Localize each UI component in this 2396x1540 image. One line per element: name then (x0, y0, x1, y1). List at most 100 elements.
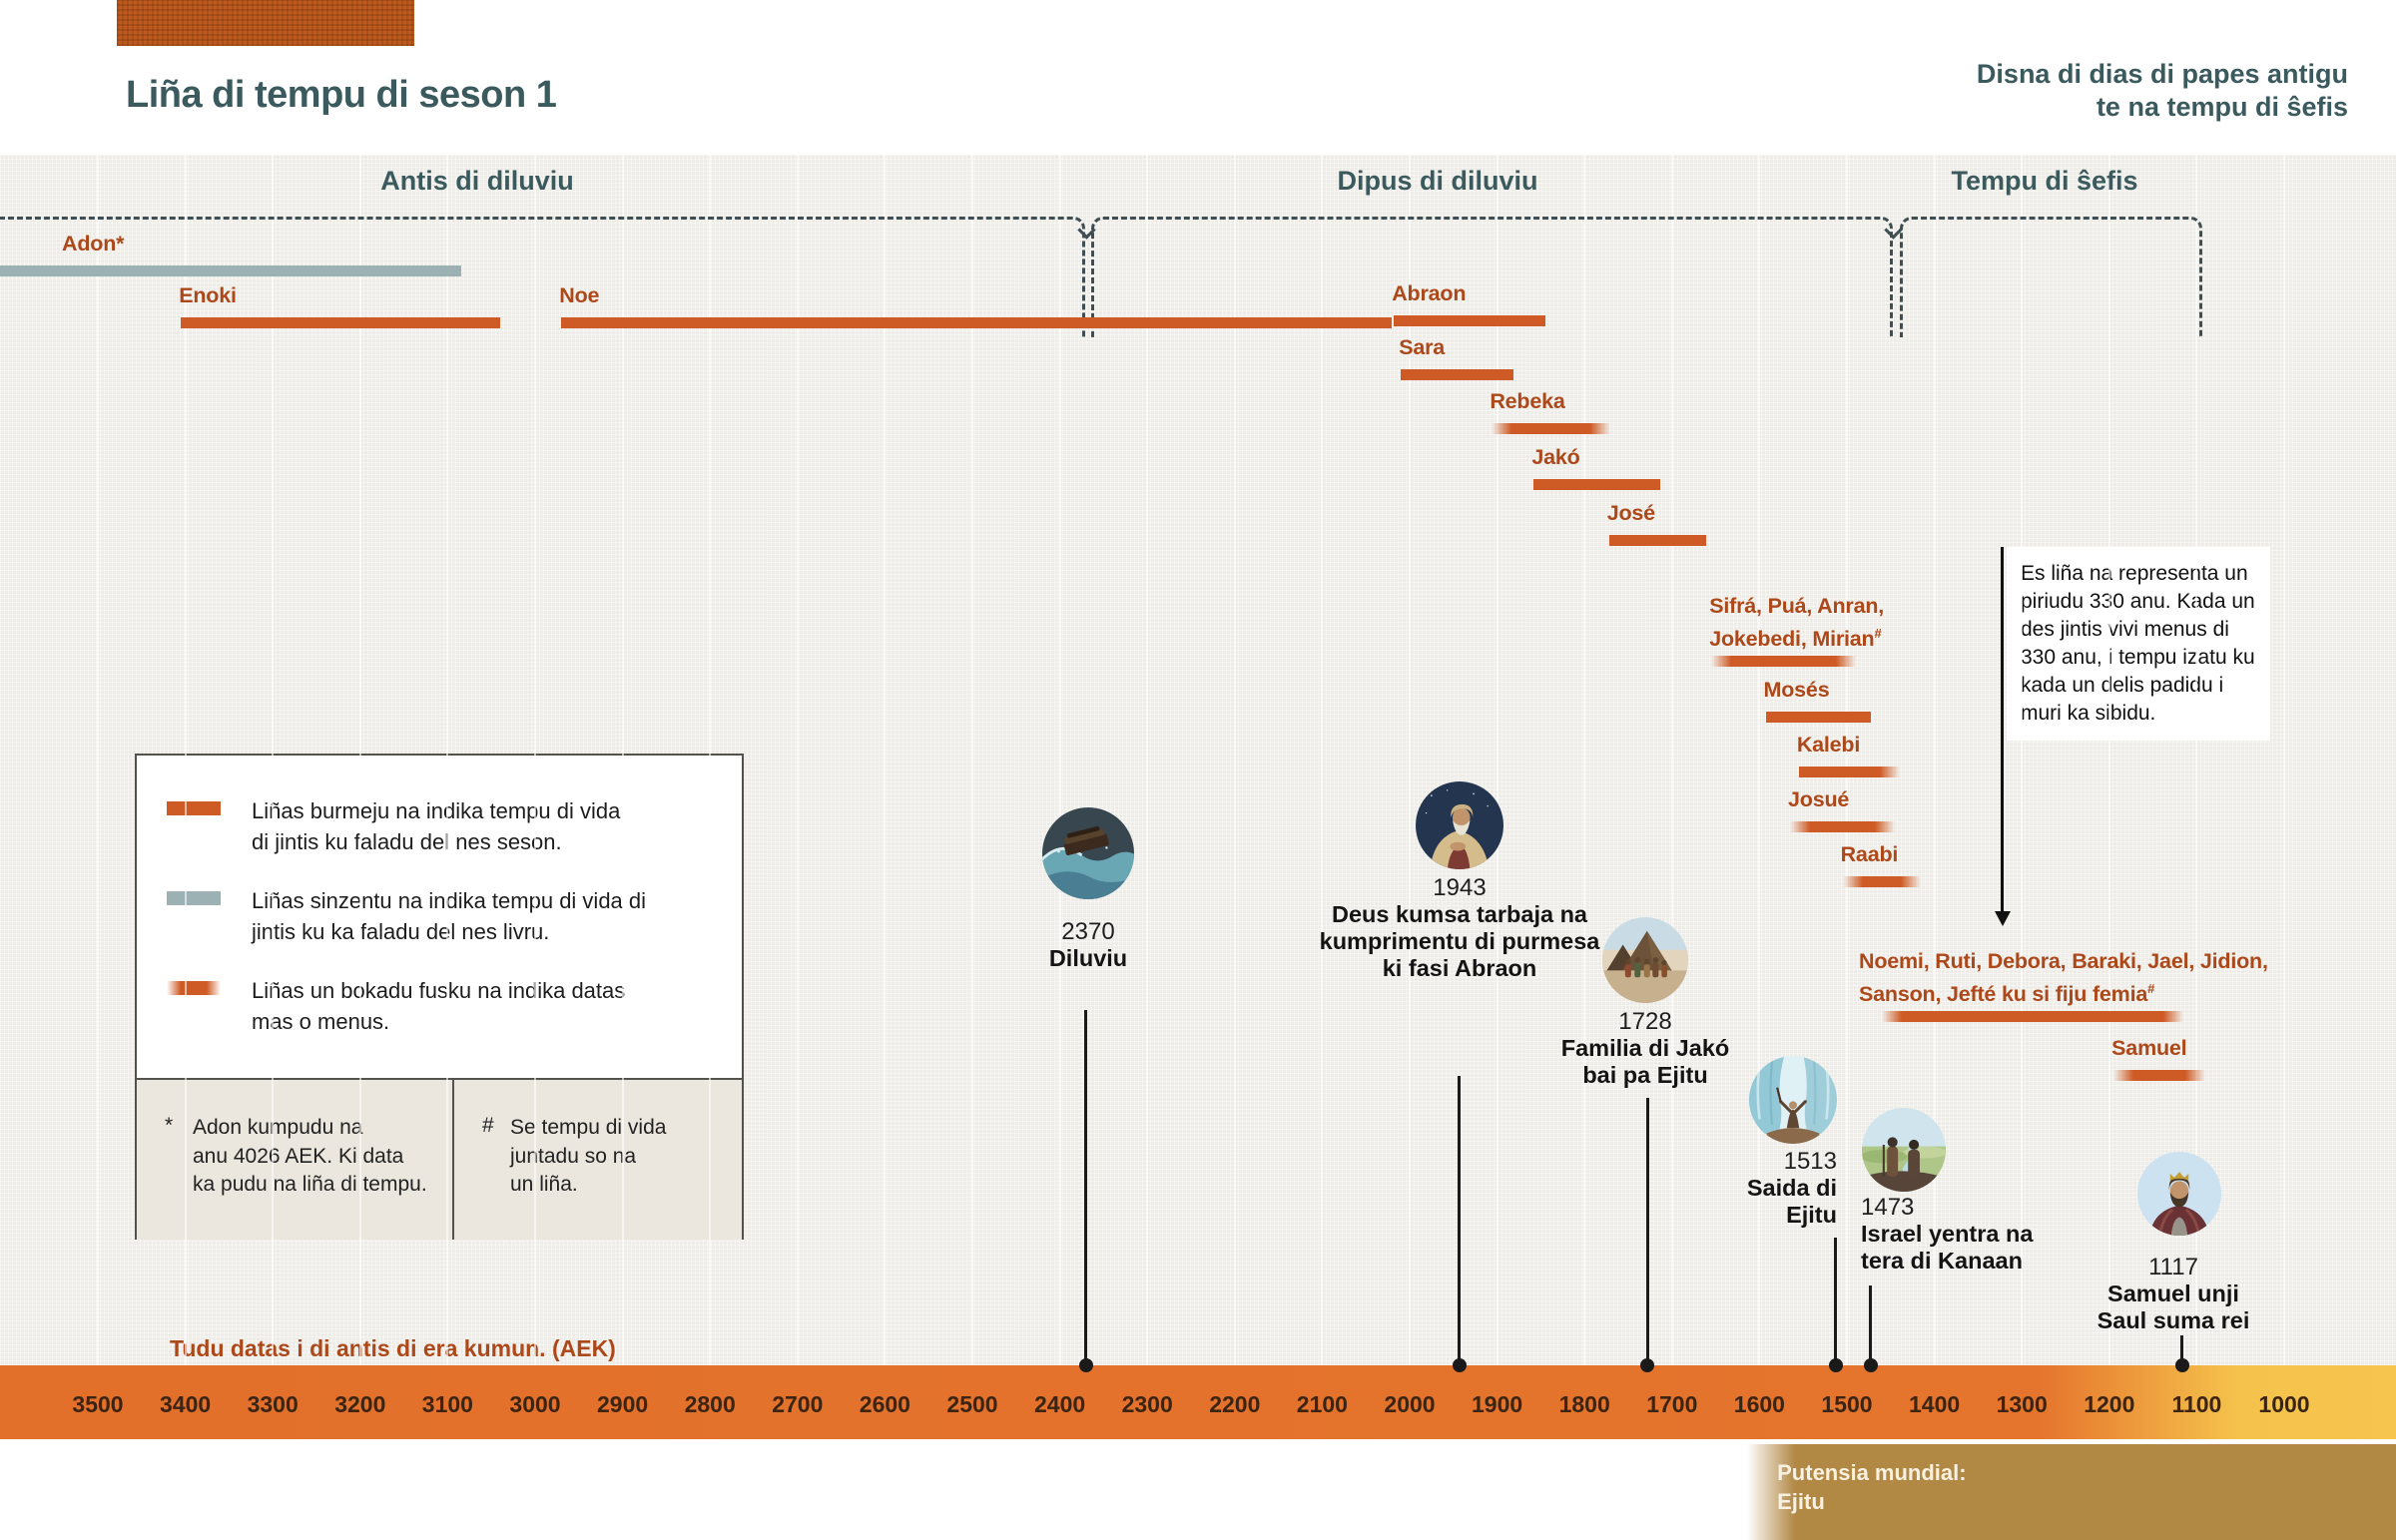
legend-swatch-orange-fade (167, 981, 221, 995)
event-connector-line (1834, 1238, 1838, 1365)
legend-item: Liñas sinzentu na indika tempu di vida d… (167, 885, 646, 947)
person-label: Rebeka (1490, 389, 1565, 413)
event-description: Familia di Jakó (1560, 1035, 1730, 1061)
event-date: 1943 (1433, 874, 1487, 901)
person-bar (1492, 423, 1610, 434)
event-date: 2370 (1061, 918, 1115, 945)
period-bracket (0, 217, 1086, 337)
person-bar (561, 317, 1392, 328)
legend-swatch-orange (167, 801, 221, 815)
century-gridline (1146, 155, 1149, 1365)
legend-text: Liñas sinzentu na indika tempu di vida d… (252, 888, 647, 944)
axis-tick-label: 1900 (1472, 1391, 1523, 1417)
footnote-text: Se tempu di vida juntadu so na un liña. (510, 1116, 667, 1196)
century-gridline (1058, 155, 1061, 1365)
person-label: Adon* (62, 232, 125, 256)
person-label: Sifrá, Puá, Anran, Jokebedi, Mirian# (1709, 594, 1885, 652)
callout-arrow-line (2001, 547, 2004, 912)
person-label: Sara (1399, 335, 1446, 359)
axis-tick-label: 1500 (1821, 1391, 1873, 1417)
event-description: tera di Kanaan (1861, 1248, 2023, 1274)
axis-tick-label: 1100 (2171, 1391, 2222, 1417)
person-bar (1533, 479, 1661, 490)
axis-tick-label: 1200 (2084, 1391, 2135, 1417)
period-label: Tempu di ŝefis (1951, 166, 2138, 196)
person-label: Enoki (179, 283, 237, 307)
event-label: 1117 Samuel unji Saul suma rei (2097, 1254, 2250, 1334)
person-label: Josué (1788, 787, 1850, 811)
century-gridline (2107, 155, 2110, 1365)
event-label: 1473 Israel yentra na tera di Kanaan (1861, 1194, 2033, 1275)
saul-king-icon (2137, 1152, 2221, 1236)
person-label: Raabi (1840, 842, 1899, 866)
century-gridline (1409, 155, 1411, 1365)
event-description: Diluviu (1048, 945, 1128, 971)
event-dot (1078, 1358, 1093, 1372)
century-gridline (971, 155, 973, 1365)
event-dot (1828, 1358, 1843, 1372)
person-label: Kalebi (1796, 733, 1861, 757)
footnote-cell: # Se tempu di vida juntadu so na un liña. (454, 1080, 676, 1240)
century-gridline (1583, 155, 1586, 1365)
century-gridline (709, 155, 712, 1365)
event-connector-line (1458, 1076, 1462, 1365)
axis-tick-label: 1400 (1909, 1391, 1961, 1417)
event-date: 1513 (1783, 1148, 1837, 1175)
period-label: Dipus di diluviu (1337, 166, 1538, 196)
axis-tick-label: 3300 (247, 1391, 299, 1417)
person-bar (1401, 369, 1514, 380)
person-label: Jakó (1531, 445, 1580, 469)
legend-item: Liñas un bokadu fusku na indika datas mas… (167, 975, 625, 1037)
axis-tick-label: 2000 (1384, 1391, 1436, 1417)
person-bar (0, 265, 461, 276)
event-description: ki fasi Abraon (1382, 955, 1537, 981)
century-gridline (97, 155, 99, 1365)
century-gridline (1933, 155, 1936, 1365)
axis-tick-label: 1600 (1733, 1391, 1785, 1417)
legend-swatch-gray (167, 891, 221, 905)
century-gridline (534, 155, 536, 1365)
event-connector-line (1869, 1285, 1873, 1365)
person-label: Mosés (1763, 678, 1830, 702)
event-dot (1640, 1358, 1655, 1372)
century-gridline (1846, 155, 1848, 1365)
axis-tick-label: 1700 (1646, 1391, 1698, 1417)
event-description: Samuel unji (2107, 1281, 2239, 1306)
legend: Liñas burmeju na indika tempu di vida di … (135, 754, 744, 1240)
footnote-marker: # (482, 1114, 494, 1137)
century-gridline (621, 155, 624, 1365)
world-power-line-2: Ejitu (1777, 1489, 1825, 1514)
axis-tick-label: 2500 (946, 1391, 998, 1417)
axis-tick-label: 3400 (160, 1391, 212, 1417)
century-gridline (2021, 155, 2024, 1365)
axis-tick-label: 3100 (421, 1391, 473, 1417)
person-bar (1394, 315, 1545, 326)
axis-tick-label: 3200 (334, 1391, 386, 1417)
axis-tick-label: 2700 (772, 1391, 824, 1417)
event-description: Saul suma rei (2096, 1307, 2250, 1333)
century-gridline (796, 155, 799, 1365)
person-bar (1842, 876, 1922, 887)
callout-note: Es liña na representa un piriudu 330 anu… (2007, 547, 2270, 741)
axis-tick-label: 1000 (2258, 1391, 2310, 1417)
century-gridline (1758, 155, 1761, 1365)
century-gridline (1321, 155, 1324, 1365)
century-gridline (1496, 155, 1498, 1365)
axis-tick-label: 2200 (1209, 1391, 1261, 1417)
person-bar (1765, 712, 1871, 723)
person-bar (1798, 767, 1900, 777)
subtitle-line-1: Disna di dias di papes antigu (1976, 59, 2348, 89)
event-date: 1473 (1861, 1194, 1915, 1221)
person-label: Noe (559, 283, 600, 307)
person-bar (1790, 821, 1896, 832)
subtitle-line-2: te na tempu di ŝefis (2096, 92, 2348, 122)
event-label: 2370 Diluviu (1049, 918, 1127, 972)
event-description: bai pa Ejitu (1582, 1062, 1708, 1088)
century-gridline (2195, 155, 2198, 1365)
axis-tick-label: 1300 (1996, 1391, 2048, 1417)
legend-text: Liñas burmeju na indika tempu di vida di … (252, 798, 621, 854)
axis-note: Tudu datas i di antis di era kumun. (AEK… (170, 1335, 616, 1361)
footnote-text: Adon kumpudu na anu 4026 AEK. Ki data ka p… (193, 1116, 427, 1196)
flood-ark-icon (1042, 807, 1134, 899)
person-bar (1711, 656, 1856, 667)
